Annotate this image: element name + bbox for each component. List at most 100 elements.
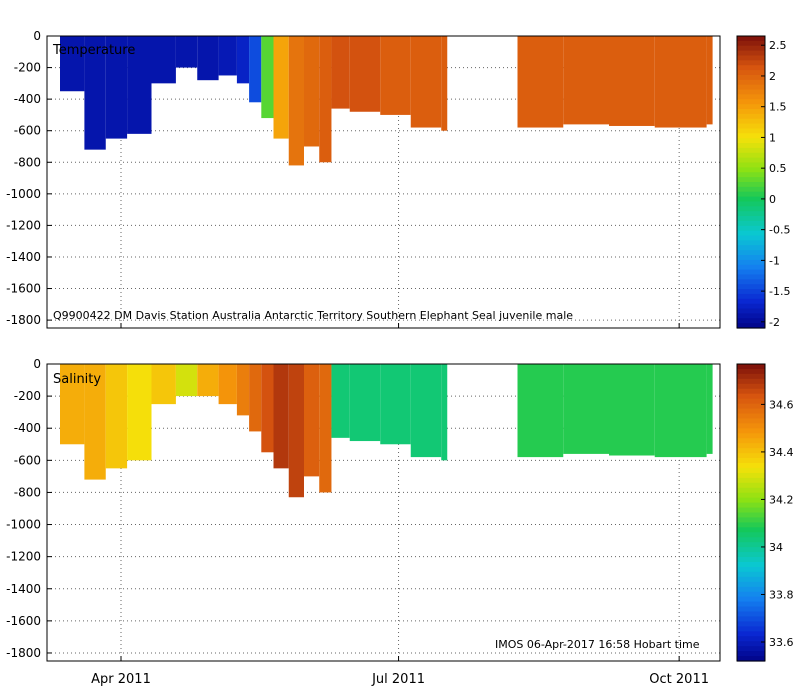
colorbar-segment [737,646,765,652]
colorbar-segment [737,313,765,319]
colorbar-segment [737,216,765,222]
colorbar-segment [737,383,765,390]
x-tick-label: Apr 2011 [91,672,151,687]
colorbar-segment [737,562,765,568]
profile-column [218,36,237,76]
colorbar-segment [737,537,765,543]
profile-column [261,364,274,453]
colorbar-segment [737,591,765,598]
colorbar-segment [737,472,765,479]
colorbar-tick-label: 34 [769,541,783,554]
colorbar-segment [737,621,765,627]
colorbar-segment [737,458,765,464]
profile-column [706,36,713,125]
profile-column [236,36,250,84]
colorbar-segment [737,611,765,618]
colorbar-segment [737,398,765,405]
y-tick-label: -1800 [6,313,41,327]
profile-column [175,36,198,68]
colorbar-segment [737,89,765,95]
temperature-title: Temperature [52,43,135,58]
colorbar-segment [737,138,765,144]
colorbar-segment [737,70,765,76]
colorbar-segment [737,547,765,553]
colorbar-segment [737,182,765,188]
colorbar-segment [737,109,765,115]
profile-column [410,364,442,458]
colorbar-tick-label: -1.5 [769,285,790,298]
profile-column [380,36,411,115]
profile-column [609,36,655,126]
colorbar-segment [737,65,765,71]
colorbar-segment [737,230,765,237]
colorbar-segment [737,656,765,662]
colorbar-segment [737,428,765,434]
colorbar-segment [737,259,765,266]
colorbar-segment [737,566,765,573]
colorbar-segment [737,323,765,329]
temperature-y-ticks: 0 -200 -400 -600 -800 -1000 -1200 -1400 -1600 -18… [6,29,52,327]
profile-column [609,364,655,456]
colorbar-segment [737,225,765,232]
y-tick-label: -1000 [6,187,41,201]
colorbar-segment [737,512,765,519]
profile-column [105,36,128,139]
colorbar-segment [737,403,765,410]
profile-column [60,364,85,445]
colorbar-segment [737,201,765,207]
colorbar-segment [737,626,765,632]
colorbar-segment [737,162,765,168]
salinity-x-ticks: Apr 2011 Jul 2011 Oct 2011 [91,672,709,687]
colorbar-segment [737,636,765,642]
salinity-profiles [60,364,713,498]
y-tick-label: -1600 [6,614,41,628]
colorbar-tick-label: 2 [769,70,776,83]
colorbar-segment [737,418,765,424]
colorbar-segment [737,157,765,164]
colorbar-segment [737,250,765,256]
colorbar-segment [737,191,765,198]
colorbar-segment [737,118,765,125]
profile-column [197,36,219,81]
y-tick-label: -600 [14,453,41,467]
colorbar-segment [737,196,765,203]
colorbar-segment [737,220,765,227]
y-tick-label: -800 [14,155,41,169]
salinity-axes-frame [46,363,721,662]
profile-column [288,36,304,166]
colorbar-segment [737,133,765,139]
colorbar-segment [737,542,765,548]
colorbar-segment [737,274,765,280]
colorbar-frame [736,363,766,662]
y-tick-label: -400 [14,92,41,106]
profile-column [563,36,609,125]
colorbar-segment [737,298,765,305]
colorbar-segment [737,477,765,484]
colorbar-segment [737,60,765,66]
colorbar-tick-label: 0.5 [769,162,787,175]
colorbar-segment [737,211,765,217]
colorbar-frame [736,35,766,329]
colorbar-segment [737,463,765,469]
y-tick-label: -1600 [6,282,41,296]
colorbar-segment [737,522,765,528]
y-tick-label: -200 [14,61,41,75]
colorbar-segment [737,235,765,241]
colorbar-segment [737,364,765,370]
colorbar-segment [737,388,765,395]
salinity-panel: 0 -200 -400 -600 -800 -1000 -1200 -1400 -1600 -18… [6,357,793,687]
profile-column [654,364,707,458]
temperature-profiles [60,36,713,166]
colorbar-segment [737,240,765,246]
profile-column [105,364,128,469]
colorbar-segment [737,167,765,173]
colorbar-segment [737,308,765,314]
profile-column [349,364,381,442]
profile-column [517,36,564,128]
colorbar-segment [737,206,765,212]
temperature-axes-frame [46,35,721,329]
colorbar-segment [737,651,765,657]
profile-column [654,36,707,128]
profile-column [151,36,176,84]
colorbar-segment [737,94,765,100]
